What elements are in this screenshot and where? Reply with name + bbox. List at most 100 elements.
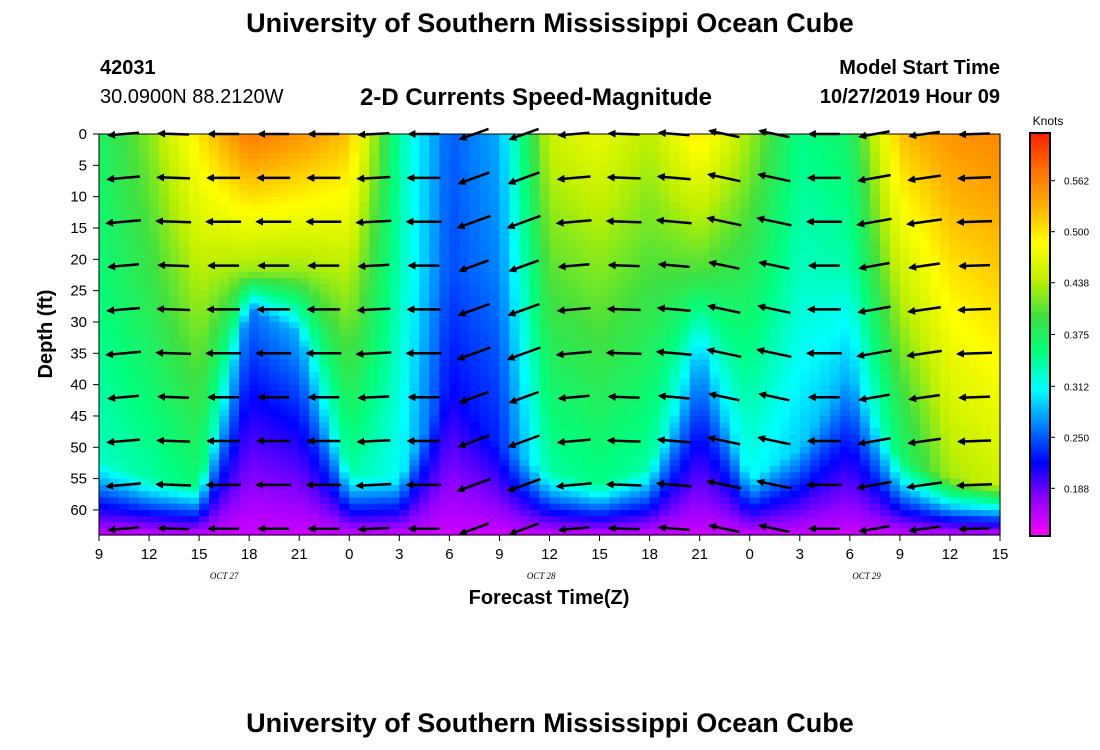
- heatmap-cell: [869, 491, 881, 499]
- heatmap-cell: [699, 409, 711, 417]
- heatmap-cell: [519, 453, 531, 461]
- heatmap-cell: [439, 152, 450, 160]
- heatmap-cell: [349, 253, 360, 260]
- heatmap-cell: [499, 234, 511, 242]
- heatmap-cell: [759, 290, 771, 298]
- heatmap-cell: [469, 509, 481, 517]
- heatmap-cell: [679, 478, 691, 486]
- heatmap-cell: [749, 296, 761, 304]
- heatmap-cell: [829, 484, 841, 492]
- heatmap-cell: [679, 227, 691, 235]
- heatmap-cell: [329, 365, 340, 373]
- heatmap-cell: [389, 259, 400, 267]
- heatmap-cell: [669, 497, 681, 505]
- heatmap-cell: [209, 240, 220, 248]
- heatmap-cell: [859, 190, 871, 198]
- heatmap-cell: [869, 409, 881, 417]
- heatmap-cell: [369, 134, 380, 141]
- heatmap-cell: [739, 353, 751, 361]
- heatmap-cell: [449, 271, 460, 279]
- heatmap-cell: [839, 265, 851, 273]
- heatmap-cell: [869, 497, 881, 505]
- heatmap-cell: [399, 472, 410, 480]
- heatmap-cell: [619, 340, 631, 348]
- heatmap-cell: [159, 466, 170, 473]
- heatmap-cell: [159, 146, 170, 154]
- heatmap-cell: [769, 265, 781, 273]
- heatmap-cell: [729, 522, 741, 530]
- heatmap-cell: [569, 253, 581, 260]
- heatmap-cell: [149, 159, 160, 166]
- heatmap-cell: [239, 271, 250, 279]
- heatmap-cell: [749, 321, 761, 329]
- heatmap-cell: [239, 516, 250, 524]
- heatmap-cell: [149, 315, 160, 323]
- heatmap-cell: [439, 328, 450, 336]
- heatmap-cell: [499, 409, 511, 417]
- heatmap-cell: [779, 466, 791, 473]
- heatmap-cell: [619, 409, 631, 417]
- heatmap-cell: [859, 384, 871, 392]
- heatmap-cell: [659, 140, 671, 148]
- heatmap-cell: [809, 177, 821, 185]
- heatmap-cell: [149, 321, 160, 329]
- heatmap-cell: [369, 522, 380, 530]
- heatmap-cell: [239, 384, 250, 392]
- heatmap-cell: [819, 453, 831, 461]
- heatmap-cell: [659, 227, 671, 235]
- heatmap-cell: [839, 359, 851, 367]
- heatmap-cell: [609, 472, 621, 480]
- heatmap-cell: [799, 221, 811, 229]
- heatmap-cell: [649, 184, 661, 191]
- heatmap-cell: [789, 484, 801, 492]
- heatmap-cell: [449, 447, 460, 455]
- heatmap-cell: [309, 359, 320, 367]
- heatmap-cell: [679, 284, 691, 292]
- heatmap-cell: [429, 309, 440, 317]
- heatmap-cell: [379, 309, 390, 317]
- heatmap-cell: [839, 397, 851, 405]
- heatmap-cell: [399, 303, 410, 311]
- heatmap-cell: [849, 240, 861, 248]
- heatmap-cell: [279, 309, 290, 317]
- heatmap-cell: [129, 315, 140, 323]
- heatmap-cell: [309, 234, 320, 242]
- heatmap-cell: [619, 321, 631, 329]
- heatmap-cell: [529, 234, 541, 242]
- heatmap-cell: [259, 234, 270, 242]
- heatmap-cell: [519, 215, 531, 223]
- heatmap-cell: [809, 516, 821, 524]
- heatmap-cell: [639, 303, 651, 311]
- heatmap-cell: [379, 328, 390, 336]
- heatmap-cell: [739, 134, 751, 141]
- heatmap-cell: [579, 184, 591, 191]
- heatmap-cell: [199, 365, 210, 373]
- heatmap-cell: [369, 459, 380, 467]
- heatmap-cell: [749, 365, 761, 373]
- heatmap-cell: [309, 221, 320, 229]
- heatmap-cell: [819, 334, 831, 342]
- heatmap-cell: [689, 403, 701, 411]
- heatmap-cell: [309, 378, 320, 386]
- heatmap-cell: [529, 321, 541, 329]
- heatmap-cell: [749, 347, 761, 354]
- heatmap-cell: [379, 397, 390, 405]
- heatmap-cell: [619, 315, 631, 323]
- heatmap-cell: [729, 171, 741, 179]
- heatmap-cell: [869, 259, 881, 267]
- heatmap-cell: [239, 528, 250, 536]
- heatmap-cell: [799, 202, 811, 210]
- heatmap-cell: [239, 503, 250, 511]
- heatmap-cell: [749, 516, 761, 524]
- heatmap-cell: [189, 271, 200, 279]
- heatmap-cell: [369, 253, 380, 260]
- heatmap-cell: [129, 209, 140, 217]
- heatmap-cell: [109, 290, 120, 298]
- heatmap-cell: [469, 503, 481, 511]
- heatmap-cell: [149, 246, 160, 254]
- heatmap-cell: [849, 334, 861, 342]
- heatmap-cell: [259, 353, 270, 361]
- heatmap-cell: [589, 240, 601, 248]
- heatmap-cell: [339, 384, 350, 392]
- heatmap-cell: [309, 177, 320, 185]
